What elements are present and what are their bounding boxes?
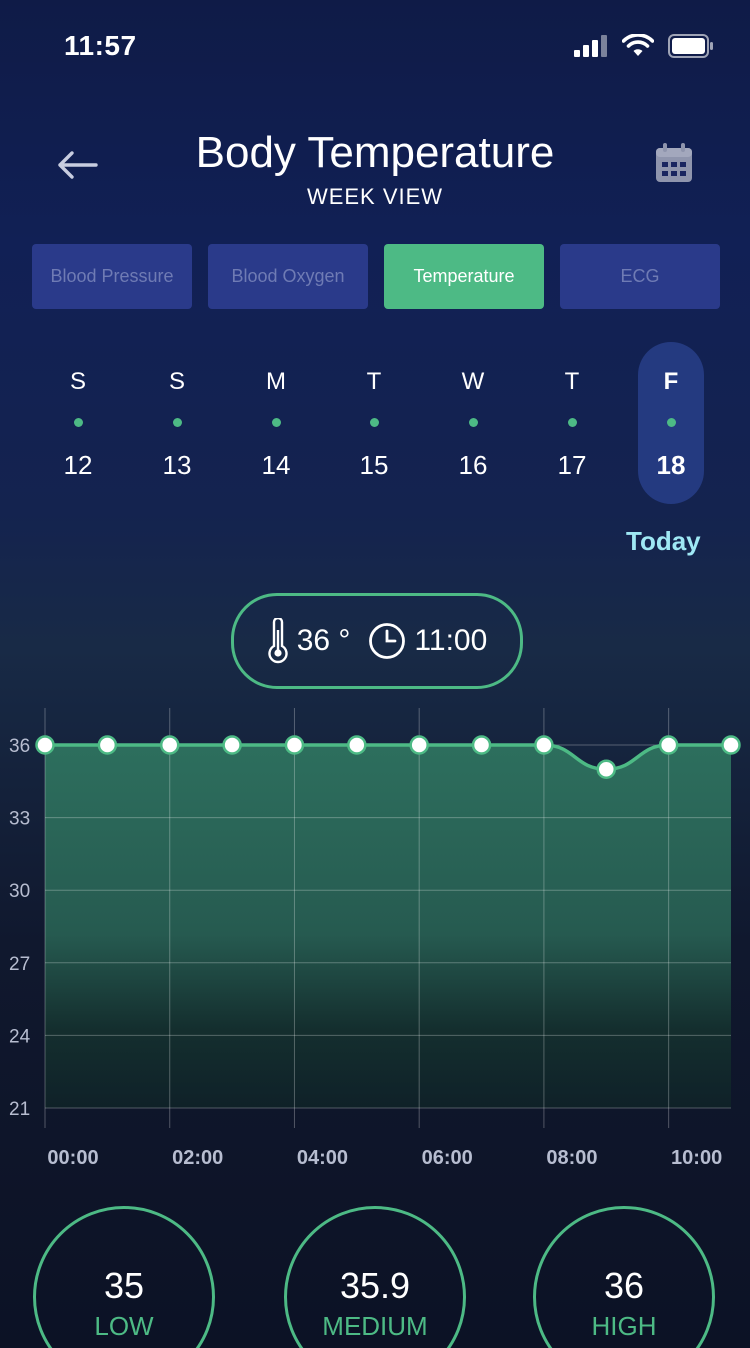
chart-x-tick-label: 02:00	[172, 1147, 223, 1169]
day-letter: S	[69, 368, 86, 395]
day-dot	[370, 418, 379, 427]
day-dot	[667, 418, 676, 427]
day-dot	[272, 418, 281, 427]
chart-x-tick-label: 06:00	[422, 1147, 473, 1169]
day-number: 18	[656, 450, 686, 480]
day-item[interactable]: W 16	[440, 342, 506, 504]
tab-blood-oxygen[interactable]: Blood Oxygen	[208, 244, 368, 309]
day-letter: T	[564, 368, 580, 395]
calendar-button[interactable]	[654, 142, 694, 184]
back-button[interactable]	[56, 148, 100, 182]
stat-low: 35 LOW	[33, 1206, 215, 1348]
day-letter: M	[266, 368, 286, 395]
calendar-icon	[656, 143, 692, 182]
chart-y-tick-label: 27	[9, 954, 30, 975]
stat-value: 36	[603, 1265, 645, 1306]
day-item[interactable]: T 17	[539, 342, 605, 504]
time-reading: 11:00	[368, 622, 487, 660]
chart-x-tick-label: 04:00	[297, 1147, 348, 1169]
battery-icon	[668, 34, 713, 58]
reading-pill: 36 ° 11:00	[231, 593, 523, 689]
chart-data-point	[97, 735, 118, 755]
wifi-icon	[622, 34, 654, 56]
chart-data-point	[284, 735, 305, 755]
day-number: 15	[359, 450, 389, 480]
arrow-left-icon	[58, 151, 98, 179]
day-number: 12	[63, 450, 93, 480]
day-number: 17	[557, 450, 587, 480]
chart-x-tick-label: 00:00	[47, 1147, 98, 1169]
day-item[interactable]: M 14	[243, 342, 309, 504]
status-time: 11:57	[64, 30, 137, 61]
week-selector: S 12 S 13 M 14 T 15 W 16 T 17 F 18	[30, 342, 720, 512]
chart-y-tick-label: 21	[9, 1099, 30, 1120]
day-item-selected[interactable]: F 18	[638, 342, 704, 504]
stat-value: 35.9	[339, 1265, 411, 1306]
temperature-reading: 36 °	[267, 618, 351, 664]
temperature-value: 36 °	[296, 624, 351, 657]
tab-ecg[interactable]: ECG	[560, 244, 720, 309]
chart-data-point	[222, 735, 242, 755]
day-dot	[173, 418, 182, 427]
chart-area-fill	[45, 745, 731, 1108]
chart-data-point	[347, 735, 367, 755]
stat-label: HIGH	[591, 1311, 657, 1341]
chart-x-tick-label: 08:00	[546, 1147, 597, 1169]
day-letter: S	[168, 368, 185, 395]
day-dot	[74, 418, 83, 427]
stat-high: 36 HIGH	[533, 1206, 715, 1348]
chart-data-point	[721, 735, 741, 755]
day-item[interactable]: S 13	[144, 342, 210, 504]
day-dot	[568, 418, 577, 427]
day-item[interactable]: S 12	[45, 342, 111, 504]
day-item[interactable]: T 15	[341, 342, 407, 504]
thermometer-icon	[268, 618, 288, 664]
chart-y-tick-label: 36	[9, 736, 30, 757]
cellular-signal-icon	[574, 35, 607, 57]
tab-temperature[interactable]: Temperature	[384, 244, 544, 309]
day-dot	[469, 418, 478, 427]
day-letter: F	[663, 368, 679, 395]
stat-medium: 35.9 MEDIUM	[284, 1206, 466, 1348]
day-number: 14	[261, 450, 291, 480]
clock-icon	[369, 623, 406, 659]
chart-y-tick-label: 24	[9, 1026, 31, 1047]
header: Body Temperature WEEK VIEW	[0, 120, 750, 220]
chart-data-point	[409, 735, 429, 755]
day-letter: T	[366, 368, 382, 395]
status-icons	[574, 34, 714, 58]
status-bar: 11:57	[0, 0, 750, 90]
chart-y-tick-label: 30	[9, 881, 30, 902]
day-number: 13	[162, 450, 192, 480]
stat-label: MEDIUM	[322, 1311, 428, 1341]
metric-tabs: Blood Pressure Blood Oxygen Temperature …	[32, 244, 720, 309]
time-value: 11:00	[414, 624, 488, 657]
temperature-chart-svg: 36 33 30 27 24 21 00:00 02:00 04:00 06:00 08:00 10:…	[9, 708, 741, 1169]
page-subtitle: WEEK VIEW	[306, 184, 444, 209]
stat-value: 35	[103, 1265, 145, 1306]
day-letter: W	[461, 368, 485, 395]
chart-data-point	[471, 735, 492, 755]
temperature-chart: 36 33 30 27 24 21 00:00 02:00 04:00 06:00 08:00 10:…	[0, 700, 750, 1180]
chart-data-point	[658, 735, 679, 755]
chart-data-point	[35, 735, 55, 755]
day-number: 16	[458, 450, 488, 480]
stats-row: 35 LOW 35.9 MEDIUM 36 HIGH	[0, 1206, 750, 1348]
chart-data-point	[596, 759, 617, 779]
chart-data-point	[534, 735, 554, 755]
chart-y-tick-label: 33	[9, 809, 30, 830]
stat-label: LOW	[94, 1311, 154, 1341]
tab-blood-pressure[interactable]: Blood Pressure	[32, 244, 192, 309]
chart-x-tick-label: 10:00	[671, 1147, 722, 1169]
chart-data-point	[159, 735, 180, 755]
today-label: Today	[626, 526, 701, 556]
page-title: Body Temperature	[195, 128, 555, 177]
